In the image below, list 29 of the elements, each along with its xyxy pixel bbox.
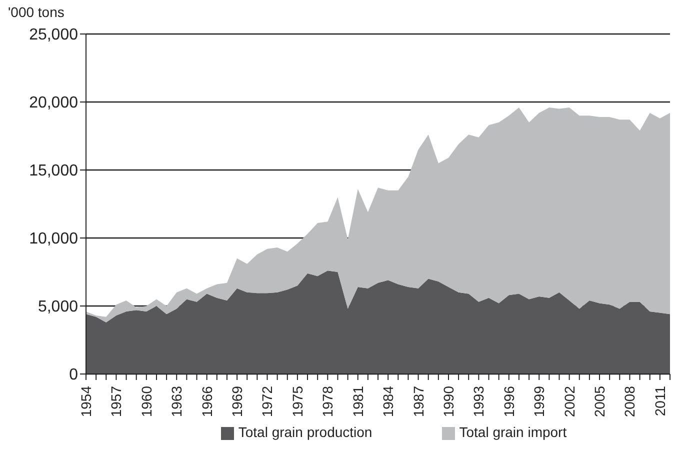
x-tick-label: 1981 (350, 386, 366, 418)
x-tick-label: 1975 (289, 386, 306, 418)
x-tick-label: 1987 (410, 386, 426, 418)
x-tick-label: 1960 (138, 386, 154, 418)
x-tick-label: 1969 (229, 386, 246, 418)
x-tick-label: 2002 (561, 386, 578, 418)
x-tick-label: 1993 (470, 386, 487, 418)
y-axis-title: '000 tons (8, 4, 66, 22)
y-tick-label: 20,000 (29, 94, 78, 112)
legend-label: Total grain production (238, 424, 372, 440)
x-tick-label: 1978 (320, 386, 336, 418)
y-tick-label: 0 (69, 366, 78, 384)
x-tick-label: 1957 (108, 386, 124, 418)
x-tick-label: 1984 (380, 386, 396, 418)
y-tick-label: 25,000 (29, 26, 78, 44)
x-tick-label: 1999 (531, 386, 548, 418)
x-tick-label: 1996 (500, 386, 517, 418)
x-tick-label: 2011 (652, 386, 668, 416)
x-tick-label: 1972 (259, 386, 276, 418)
x-tick-label: 1963 (168, 386, 185, 418)
x-tick-label: 2008 (622, 386, 638, 418)
y-tick-label: 15,000 (29, 162, 78, 180)
y-tick-label: 5,000 (38, 298, 78, 316)
x-tick-label: 2005 (592, 386, 608, 418)
x-tick-label: 1990 (440, 386, 456, 418)
legend-label: Total grain import (459, 424, 567, 440)
x-tick-label: 1954 (78, 386, 94, 418)
y-tick-label: 10,000 (29, 230, 78, 248)
x-tick-label: 1966 (198, 386, 215, 418)
